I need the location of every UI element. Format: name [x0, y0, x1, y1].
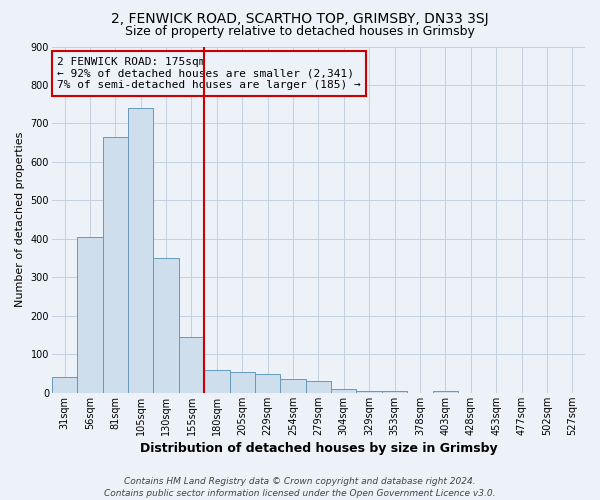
Bar [103, 137, 128, 393]
Bar [382, 391, 407, 393]
Text: Size of property relative to detached houses in Grimsby: Size of property relative to detached ho… [125, 25, 475, 38]
Text: 2 FENWICK ROAD: 175sqm
← 92% of detached houses are smaller (2,341)
7% of semi-d: 2 FENWICK ROAD: 175sqm ← 92% of detached… [57, 57, 361, 90]
Bar [280, 380, 306, 393]
Y-axis label: Number of detached properties: Number of detached properties [15, 132, 25, 308]
Bar [77, 237, 103, 393]
Bar [128, 108, 154, 393]
Bar [52, 378, 77, 393]
Bar [179, 337, 204, 393]
Bar [255, 374, 280, 393]
Bar [204, 370, 230, 393]
Bar [331, 389, 356, 393]
X-axis label: Distribution of detached houses by size in Grimsby: Distribution of detached houses by size … [140, 442, 497, 455]
Text: Contains HM Land Registry data © Crown copyright and database right 2024.
Contai: Contains HM Land Registry data © Crown c… [104, 476, 496, 498]
Bar [230, 372, 255, 393]
Bar [154, 258, 179, 393]
Text: 2, FENWICK ROAD, SCARTHO TOP, GRIMSBY, DN33 3SJ: 2, FENWICK ROAD, SCARTHO TOP, GRIMSBY, D… [111, 12, 489, 26]
Bar [356, 391, 382, 393]
Bar [433, 391, 458, 393]
Bar [306, 381, 331, 393]
